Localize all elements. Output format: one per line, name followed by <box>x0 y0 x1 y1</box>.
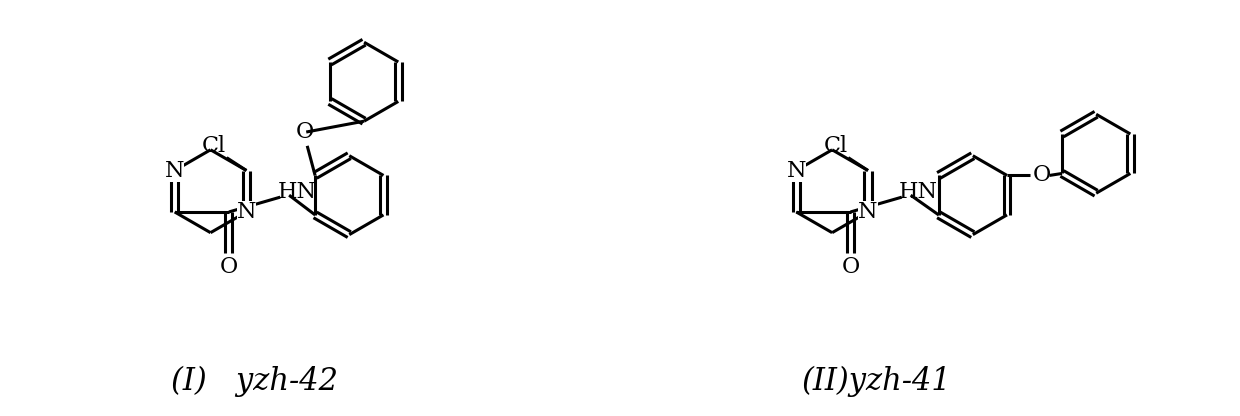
Text: O: O <box>842 256 859 278</box>
Text: Cl: Cl <box>202 135 226 157</box>
Text: N: N <box>786 159 806 181</box>
Text: N: N <box>165 159 185 181</box>
Text: O: O <box>296 121 315 143</box>
Text: (I)   yzh-42: (I) yzh-42 <box>171 366 339 397</box>
Text: HN: HN <box>278 181 316 203</box>
Text: Cl: Cl <box>823 135 847 157</box>
Text: HN: HN <box>899 181 939 203</box>
Text: (II)yzh-41: (II)yzh-41 <box>801 366 951 397</box>
Text: N: N <box>237 201 257 223</box>
Text: O: O <box>1033 164 1050 186</box>
Text: O: O <box>219 256 238 278</box>
Text: N: N <box>858 201 878 223</box>
